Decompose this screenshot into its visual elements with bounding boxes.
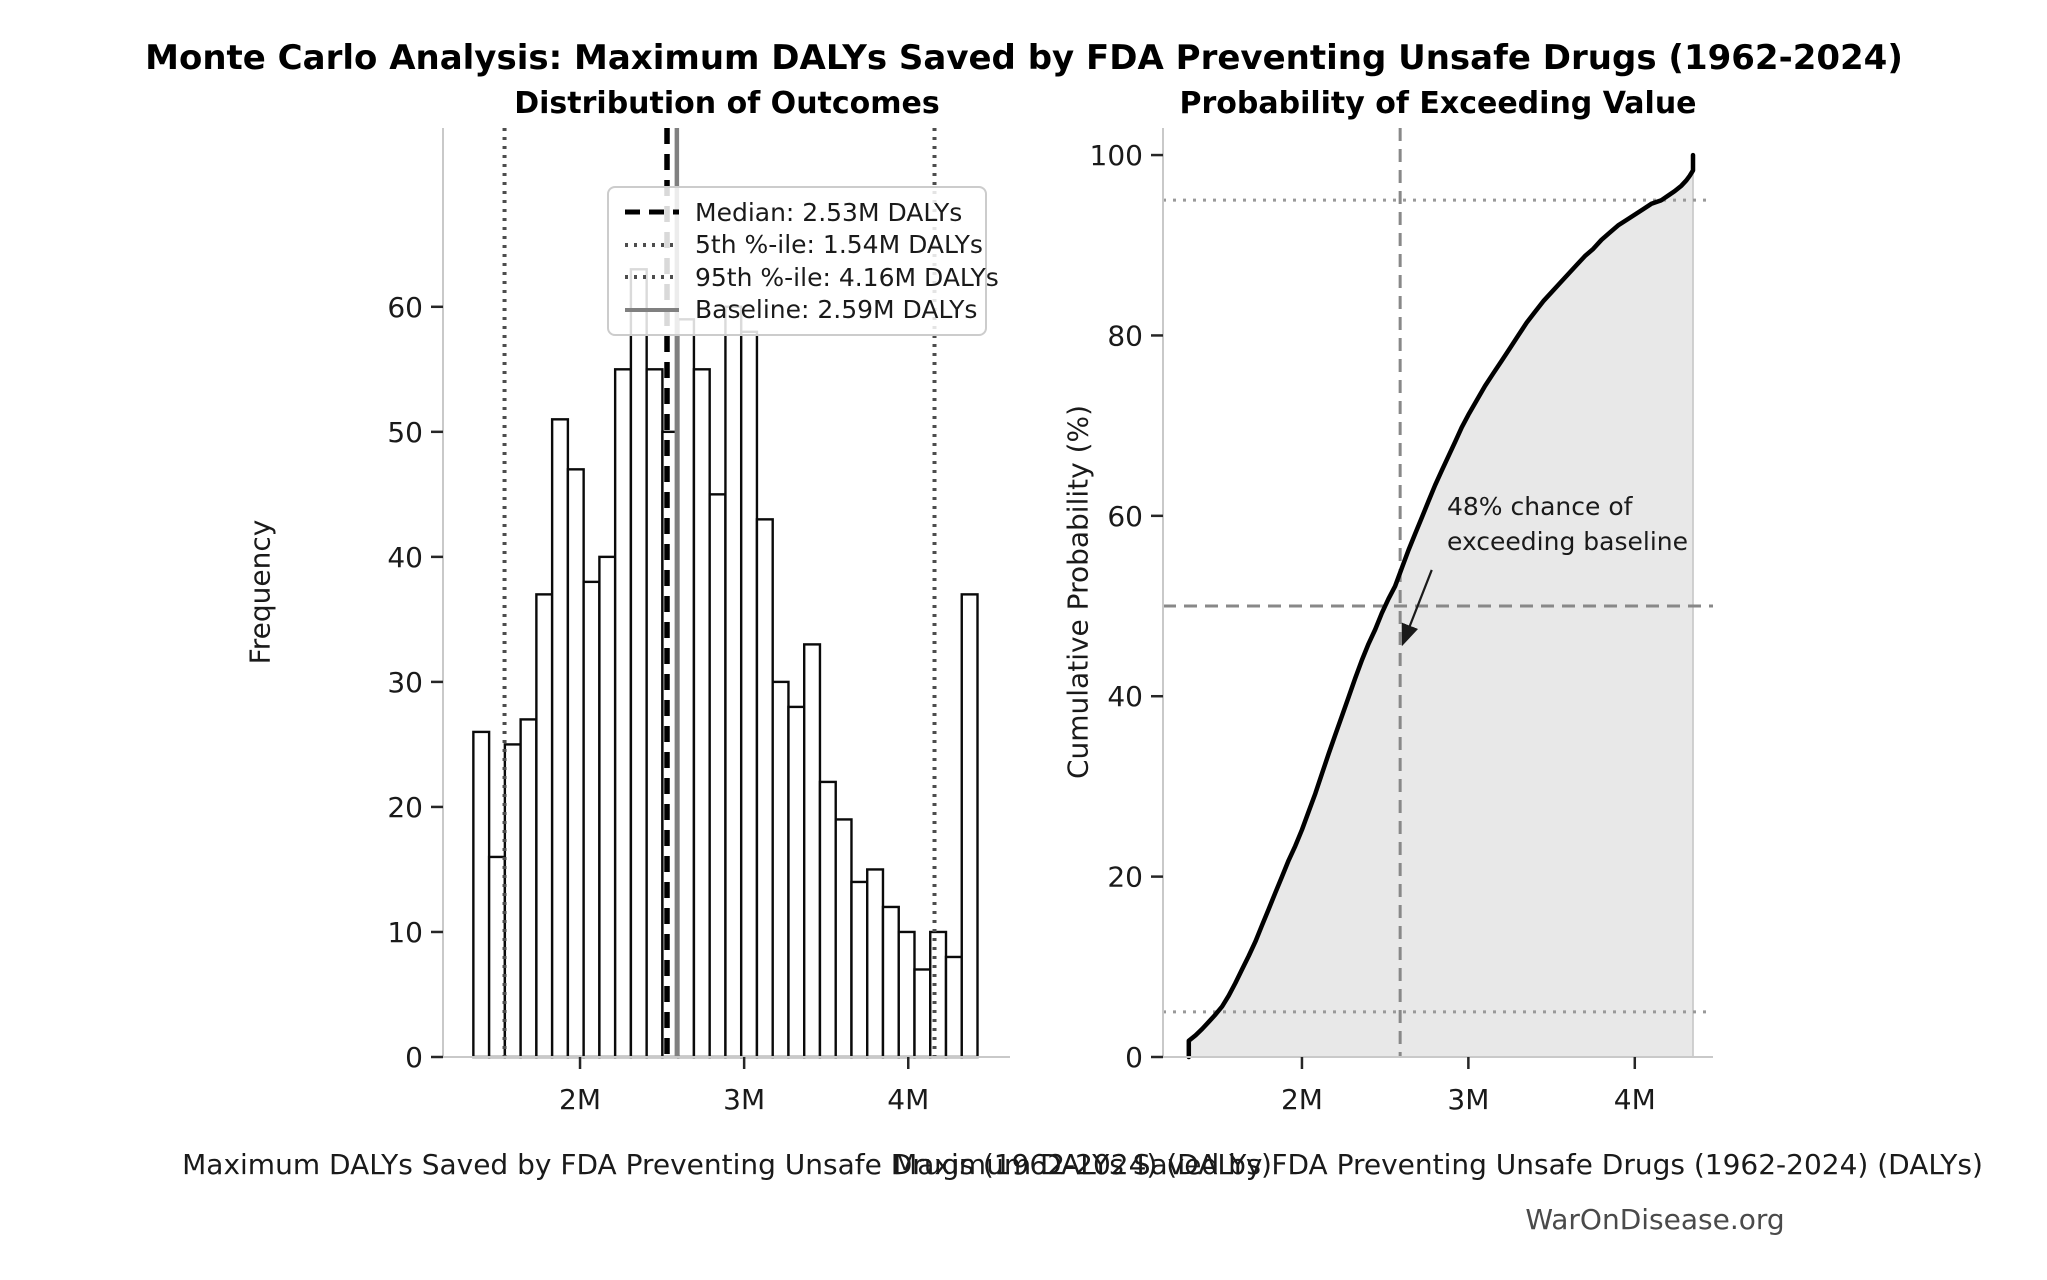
legend: Median: 2.53M DALYs 5th %-ile: 1.54M DAL… bbox=[607, 186, 999, 336]
right-axes: 0 20 40 60 80 100 2M 3M 4M bbox=[1090, 128, 1713, 1116]
histogram-bars bbox=[472, 268, 979, 1059]
left-axes: 0 10 20 30 40 50 60 2M 3M 4M bbox=[387, 128, 1010, 1116]
median-line-sample-icon bbox=[625, 209, 679, 215]
figure-title: Monte Carlo Analysis: Maximum DALYs Save… bbox=[145, 38, 1903, 78]
svg-text:20: 20 bbox=[387, 791, 423, 824]
svg-text:4M: 4M bbox=[1614, 1083, 1656, 1116]
histogram-bar bbox=[503, 743, 522, 1059]
svg-text:60: 60 bbox=[387, 291, 423, 324]
svg-text:40: 40 bbox=[1107, 680, 1143, 713]
svg-text:0: 0 bbox=[1125, 1041, 1143, 1074]
cdf-annotation: 48% chance of exceeding baseline bbox=[1447, 489, 1688, 559]
legend-label-p5: 5th %-ile: 1.54M DALYs bbox=[695, 230, 983, 260]
left-x-axis-label: Maximum DALYs Saved by FDA Preventing Un… bbox=[182, 1148, 1272, 1181]
watermark: WarOnDisease.org bbox=[1525, 1203, 1785, 1236]
histogram-bar bbox=[787, 705, 806, 1059]
histogram-bar bbox=[834, 818, 853, 1059]
left-chart-title: Distribution of Outcomes bbox=[514, 86, 940, 121]
histogram-bar bbox=[613, 368, 633, 1059]
svg-text:10: 10 bbox=[387, 916, 423, 949]
cdf-annotation-line2: exceeding baseline bbox=[1447, 527, 1688, 556]
svg-text:2M: 2M bbox=[1281, 1083, 1323, 1116]
right-y-axis-label: Cumulative Probability (%) bbox=[1061, 404, 1095, 780]
histogram-bar bbox=[708, 493, 727, 1059]
histogram-bar bbox=[771, 680, 790, 1059]
svg-text:50: 50 bbox=[387, 416, 423, 449]
histogram-bar bbox=[598, 555, 617, 1059]
legend-label-p95: 95th %-ile: 4.16M DALYs bbox=[695, 262, 999, 292]
right-x-axis-label: Maximum DALYs Saved by FDA Preventing Un… bbox=[893, 1148, 1983, 1181]
histogram-bar bbox=[566, 468, 585, 1059]
svg-text:4M: 4M bbox=[887, 1083, 929, 1116]
svg-text:30: 30 bbox=[387, 666, 423, 699]
histogram-bar bbox=[960, 593, 979, 1059]
histogram-bar bbox=[755, 518, 774, 1059]
svg-text:2M: 2M bbox=[559, 1083, 601, 1116]
p95-line-sample-icon bbox=[625, 275, 679, 280]
legend-label-median: Median: 2.53M DALYs bbox=[695, 197, 963, 227]
histogram-bar bbox=[692, 368, 711, 1059]
legend-item-median: Median: 2.53M DALYs bbox=[623, 198, 971, 227]
annotation-arrow bbox=[1401, 569, 1433, 647]
histogram-bar bbox=[645, 368, 664, 1059]
histogram-bar bbox=[550, 418, 570, 1059]
histogram-bar bbox=[724, 305, 743, 1059]
cdf-curve bbox=[1186, 152, 1696, 1060]
legend-item-baseline: Baseline: 2.59M DALYs bbox=[623, 295, 977, 324]
histogram-bar bbox=[519, 718, 538, 1059]
histogram-bar bbox=[739, 330, 759, 1059]
histogram-bar bbox=[866, 868, 885, 1059]
svg-text:20: 20 bbox=[1107, 861, 1143, 894]
svg-text:3M: 3M bbox=[1447, 1083, 1489, 1116]
cdf-annotation-line1: 48% chance of bbox=[1447, 492, 1633, 521]
svg-text:100: 100 bbox=[1090, 139, 1143, 172]
histogram-bar bbox=[803, 643, 822, 1059]
svg-text:3M: 3M bbox=[723, 1083, 765, 1116]
histogram-bar bbox=[944, 955, 963, 1059]
svg-text:60: 60 bbox=[1107, 500, 1143, 533]
histogram-bar bbox=[472, 730, 491, 1059]
legend-label-baseline: Baseline: 2.59M DALYs bbox=[695, 295, 978, 325]
svg-text:80: 80 bbox=[1107, 319, 1143, 352]
histogram-bar bbox=[629, 268, 648, 1059]
legend-item-p95: 95th %-ile: 4.16M DALYs bbox=[623, 263, 999, 292]
histogram-bar bbox=[487, 855, 507, 1059]
p5-line-sample-icon bbox=[625, 242, 679, 247]
right-chart-title: Probability of Exceeding Value bbox=[1179, 86, 1697, 121]
histogram-bar bbox=[897, 930, 916, 1059]
histogram-bar bbox=[818, 780, 837, 1059]
histogram-bar bbox=[850, 880, 869, 1059]
left-y-axis-label: Frequency bbox=[243, 519, 277, 665]
histogram-bar bbox=[913, 968, 932, 1059]
histogram-bar bbox=[881, 905, 900, 1059]
histogram-bar bbox=[535, 593, 554, 1059]
baseline-line-sample-icon bbox=[625, 307, 679, 312]
svg-text:0: 0 bbox=[405, 1041, 423, 1074]
legend-item-p5: 5th %-ile: 1.54M DALYs bbox=[623, 230, 983, 259]
histogram-bar bbox=[676, 318, 696, 1059]
svg-text:40: 40 bbox=[387, 541, 423, 574]
histogram-bar bbox=[582, 580, 601, 1059]
